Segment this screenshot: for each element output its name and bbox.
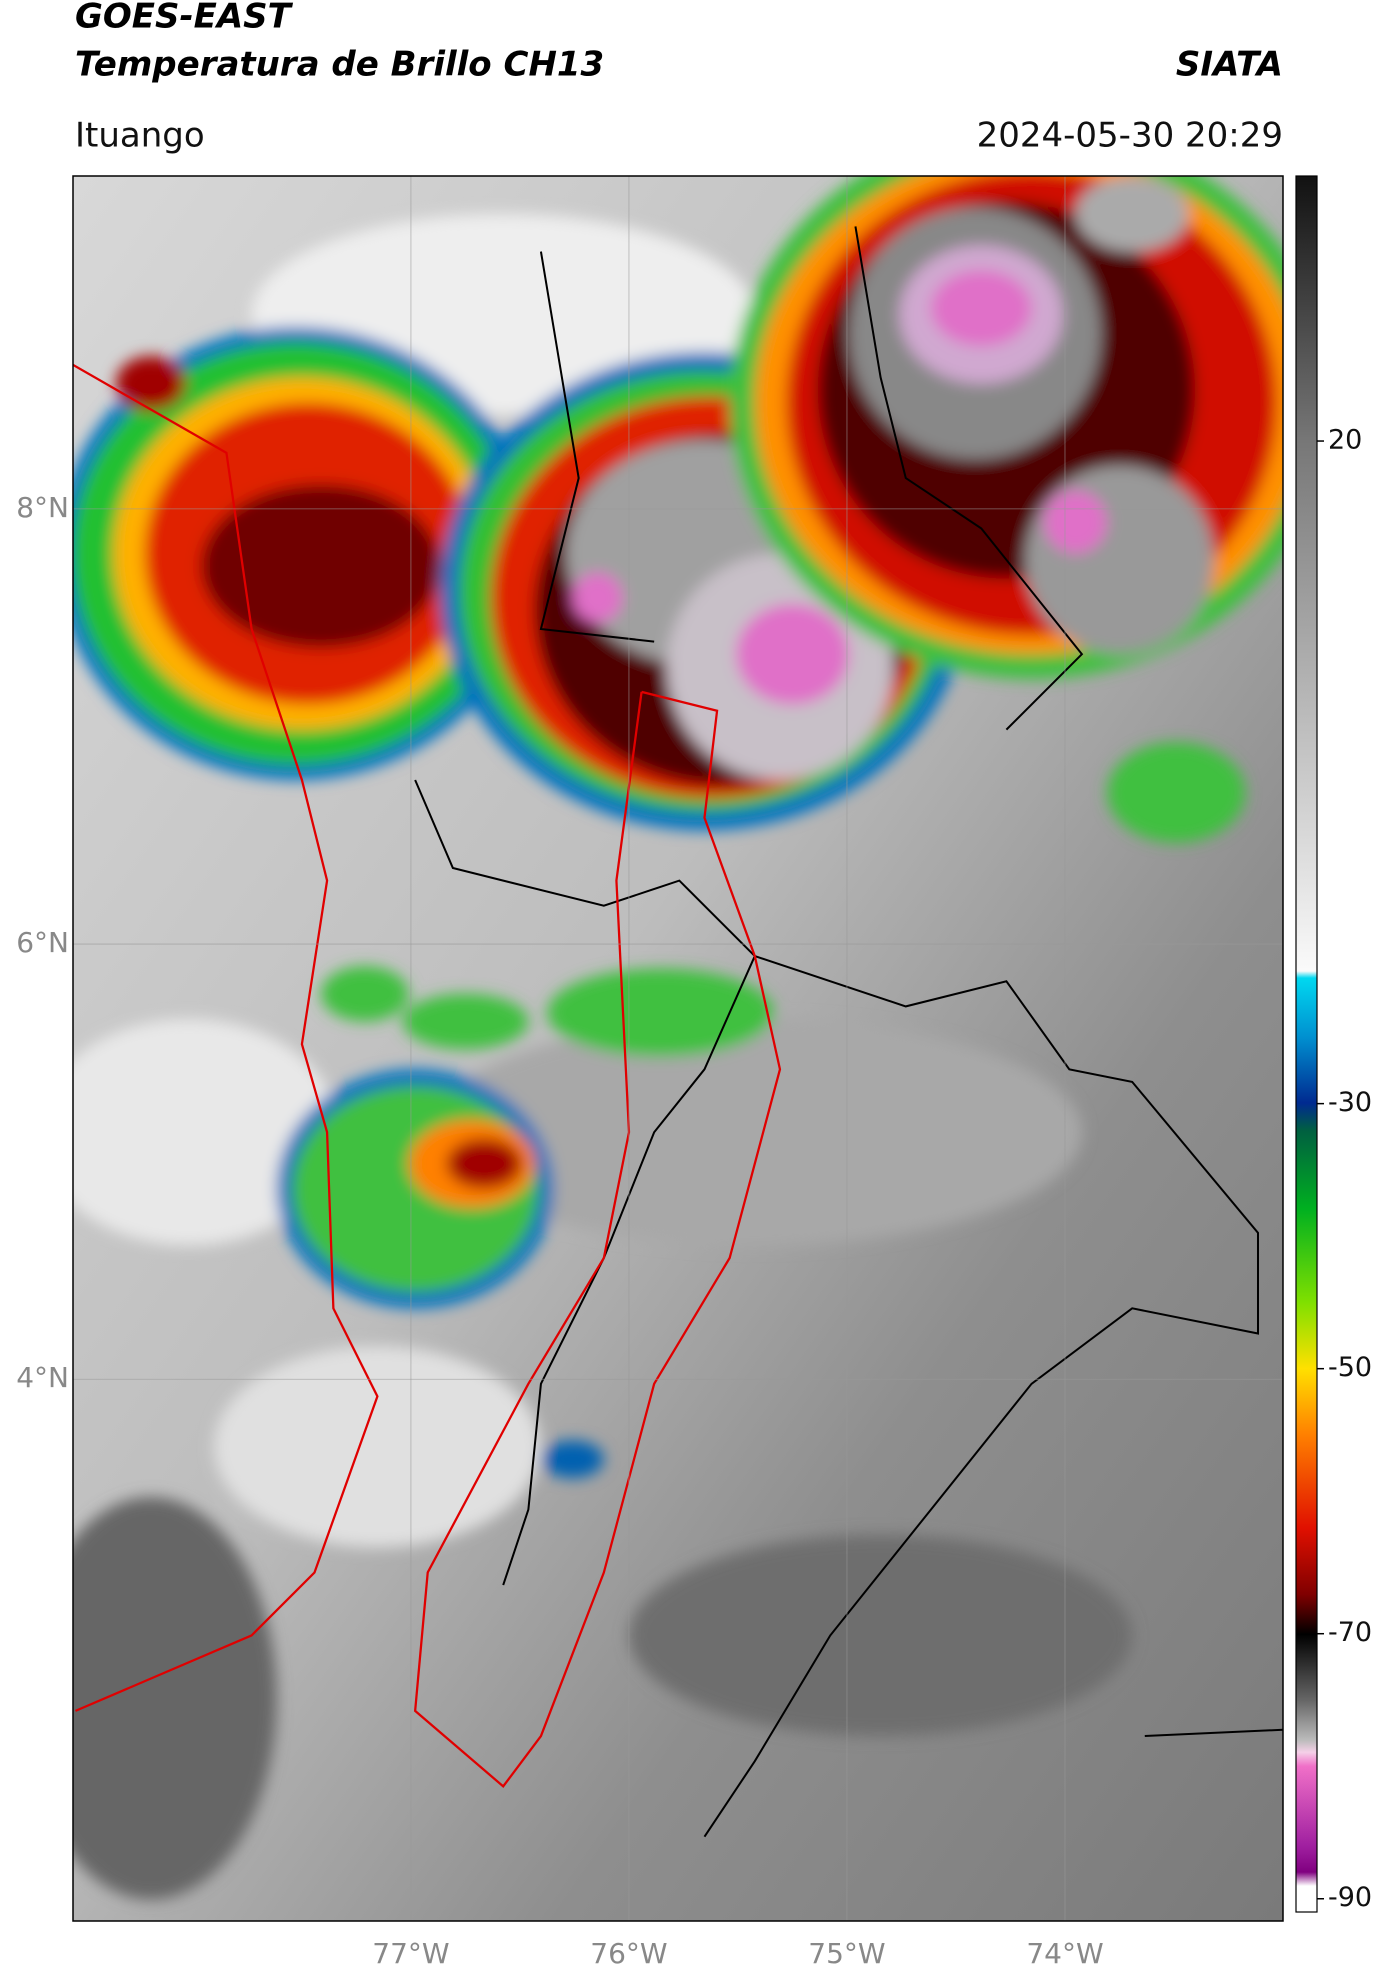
colorbar [1295, 175, 1318, 1913]
graticule [73, 176, 1283, 1921]
colorbar-label: -90 [1328, 1882, 1372, 1913]
colorbar-label: -30 [1328, 1087, 1372, 1118]
title: GOES-EAST [75, 0, 294, 37]
lon-label: 77°W [372, 1937, 449, 1970]
map-frame [72, 175, 1284, 1922]
colorbar-label: 20 [1328, 425, 1362, 456]
lon-label: 74°W [1026, 1937, 1103, 1970]
satellite-image [73, 176, 1283, 1921]
lat-label: 6°N [16, 926, 69, 959]
lat-label: 4°N [16, 1361, 69, 1394]
datetime: 2024-05-30 20:29 [977, 116, 1283, 156]
location: Ituango [75, 116, 205, 156]
subtitle: Temperatura de Brillo CH13 [75, 45, 604, 85]
lon-label: 75°W [808, 1937, 885, 1970]
colorbar-label: -70 [1328, 1617, 1372, 1648]
source: SIATA [1176, 45, 1283, 85]
colorbar-label: -50 [1328, 1352, 1372, 1383]
lon-label: 76°W [590, 1937, 667, 1970]
lat-label: 8°N [16, 491, 69, 524]
